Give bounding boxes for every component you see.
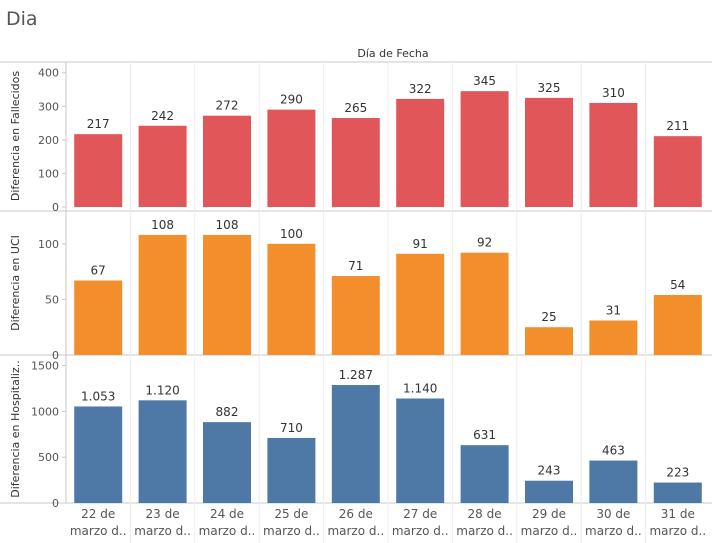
y-tick-label: 1000 bbox=[31, 405, 59, 418]
y-axis-title: Diferencia en Fallecidos bbox=[9, 71, 22, 202]
x-tick-label: 22 de bbox=[81, 507, 115, 521]
data-label: 67 bbox=[91, 263, 106, 277]
bar bbox=[525, 327, 573, 355]
y-axis-title: Diferencia en Hospitaliz.. bbox=[9, 360, 22, 497]
data-label: 54 bbox=[670, 278, 685, 292]
bar bbox=[74, 134, 123, 207]
y-tick-label: 0 bbox=[52, 201, 59, 214]
bar bbox=[74, 280, 123, 355]
bar bbox=[74, 406, 123, 503]
y-tick-label: 400 bbox=[38, 67, 59, 80]
data-label: 325 bbox=[538, 81, 561, 95]
x-tick-label: marzo d.. bbox=[134, 524, 191, 538]
x-tick-label: 27 de bbox=[403, 507, 437, 521]
bar bbox=[589, 102, 638, 207]
data-label: 25 bbox=[541, 310, 556, 324]
data-label: 91 bbox=[413, 237, 428, 251]
data-label: 243 bbox=[538, 464, 561, 478]
x-tick-label: marzo d.. bbox=[199, 524, 256, 538]
bar bbox=[653, 294, 702, 355]
data-label: 322 bbox=[409, 82, 432, 96]
data-label: 265 bbox=[344, 101, 367, 115]
data-label: 710 bbox=[280, 421, 303, 435]
bar bbox=[331, 118, 380, 207]
data-label: 310 bbox=[602, 86, 625, 100]
bar bbox=[589, 320, 638, 355]
y-tick-label: 1500 bbox=[31, 360, 59, 373]
data-label: 108 bbox=[151, 218, 174, 232]
y-tick-label: 500 bbox=[38, 451, 59, 464]
y-tick-label: 100 bbox=[38, 238, 59, 251]
y-tick-label: 0 bbox=[52, 497, 59, 510]
y-tick-label: 0 bbox=[52, 349, 59, 362]
x-axis-header: Día de Fecha bbox=[357, 47, 428, 60]
data-label: 631 bbox=[473, 428, 496, 442]
data-label: 71 bbox=[348, 259, 363, 273]
bar bbox=[396, 398, 445, 503]
data-label: 1.287 bbox=[339, 368, 373, 382]
x-tick-label: marzo d.. bbox=[585, 524, 642, 538]
bar bbox=[138, 400, 187, 503]
x-tick-label: 25 de bbox=[274, 507, 308, 521]
bar bbox=[267, 437, 316, 503]
data-label: 31 bbox=[606, 304, 621, 318]
x-tick-label: 29 de bbox=[532, 507, 566, 521]
bar bbox=[589, 460, 638, 503]
x-tick-label: marzo d.. bbox=[327, 524, 384, 538]
y-tick-label: 50 bbox=[45, 293, 59, 306]
data-label: 290 bbox=[280, 93, 303, 107]
data-label: 1.120 bbox=[145, 383, 179, 397]
bar bbox=[203, 115, 251, 207]
data-label: 272 bbox=[216, 99, 239, 113]
x-tick-label: 24 de bbox=[210, 507, 244, 521]
bar bbox=[203, 422, 251, 503]
bar bbox=[138, 234, 187, 355]
bar bbox=[267, 109, 316, 207]
data-label: 108 bbox=[216, 218, 239, 232]
x-tick-label: marzo d.. bbox=[263, 524, 320, 538]
bar bbox=[653, 136, 702, 207]
data-label: 100 bbox=[280, 227, 303, 241]
data-label: 1.140 bbox=[403, 382, 437, 396]
y-tick-label: 200 bbox=[38, 134, 59, 147]
x-tick-label: marzo d.. bbox=[70, 524, 127, 538]
bar bbox=[331, 276, 380, 355]
bar bbox=[653, 482, 702, 503]
data-label: 463 bbox=[602, 444, 625, 458]
bar bbox=[525, 480, 573, 503]
bar bbox=[203, 234, 251, 355]
bar bbox=[396, 253, 445, 355]
x-tick-label: 31 de bbox=[661, 507, 695, 521]
bar bbox=[267, 243, 316, 355]
x-tick-label: marzo d.. bbox=[649, 524, 706, 538]
data-label: 223 bbox=[666, 466, 689, 480]
data-label: 882 bbox=[216, 405, 239, 419]
data-label: 1.053 bbox=[81, 389, 115, 403]
y-tick-label: 300 bbox=[38, 100, 59, 113]
x-tick-label: marzo d.. bbox=[392, 524, 449, 538]
bar bbox=[331, 385, 380, 503]
bar bbox=[460, 91, 509, 207]
x-tick-label: marzo d.. bbox=[521, 524, 578, 538]
bar bbox=[460, 445, 509, 503]
data-label: 211 bbox=[666, 119, 689, 133]
bar bbox=[525, 97, 573, 207]
data-label: 217 bbox=[87, 117, 110, 131]
bar bbox=[138, 125, 187, 207]
x-tick-label: marzo d.. bbox=[456, 524, 513, 538]
data-label: 242 bbox=[151, 109, 174, 123]
y-axis-title: Diferencia en UCI bbox=[9, 235, 22, 331]
page-title: Dia bbox=[6, 8, 38, 30]
bar bbox=[460, 252, 509, 355]
x-tick-label: 23 de bbox=[146, 507, 180, 521]
bar bbox=[396, 98, 445, 207]
x-tick-label: 30 de bbox=[596, 507, 630, 521]
data-label: 345 bbox=[473, 74, 496, 88]
x-tick-label: 26 de bbox=[339, 507, 373, 521]
y-tick-label: 100 bbox=[38, 167, 59, 180]
x-tick-label: 28 de bbox=[468, 507, 502, 521]
data-label: 92 bbox=[477, 236, 492, 250]
